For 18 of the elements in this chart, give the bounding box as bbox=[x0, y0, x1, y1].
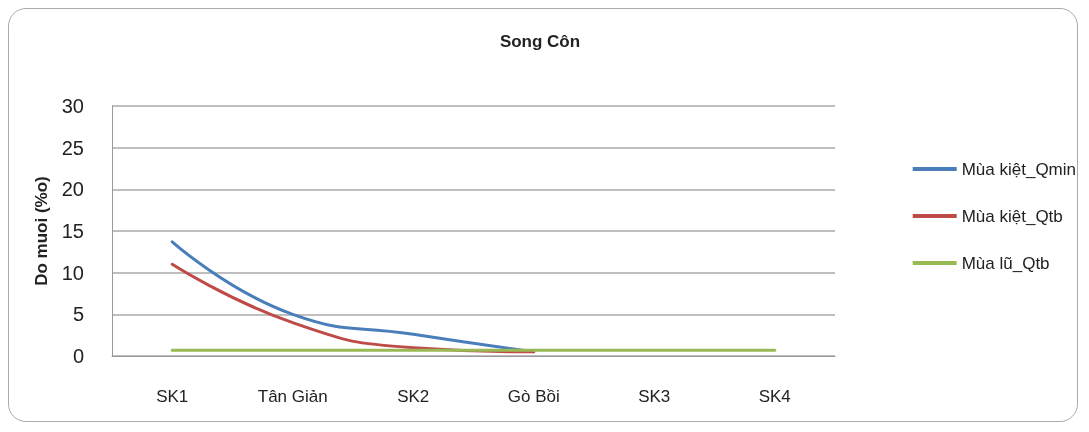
x-tick-label: Tân Giản bbox=[257, 387, 328, 406]
y-tick-label: 5 bbox=[72, 303, 84, 326]
y-tick-label: 0 bbox=[72, 345, 84, 367]
chart-title: Song Côn bbox=[499, 32, 581, 51]
y-tick-label: 30 bbox=[61, 95, 84, 117]
x-tick-label: SK3 bbox=[638, 387, 671, 406]
y-tick-label: 20 bbox=[61, 178, 84, 201]
y-tick-label: 25 bbox=[61, 136, 84, 159]
legend-label: Mùa lũ_Qtb bbox=[961, 253, 1050, 273]
x-tick-label: Gò Bồi bbox=[507, 387, 560, 406]
y-tick-label: 10 bbox=[61, 261, 84, 284]
legend-label: Mùa kiệt_Qtb bbox=[961, 206, 1063, 226]
x-tick-label: SK1 bbox=[156, 387, 189, 406]
legend-label: Mùa kiệt_Qmin bbox=[961, 159, 1077, 179]
x-tick-label: SK2 bbox=[397, 387, 430, 406]
y-tick-label: 15 bbox=[61, 220, 84, 242]
y-axis-title: Do muoi (%o) bbox=[32, 176, 51, 286]
x-tick-label: SK4 bbox=[758, 387, 791, 406]
